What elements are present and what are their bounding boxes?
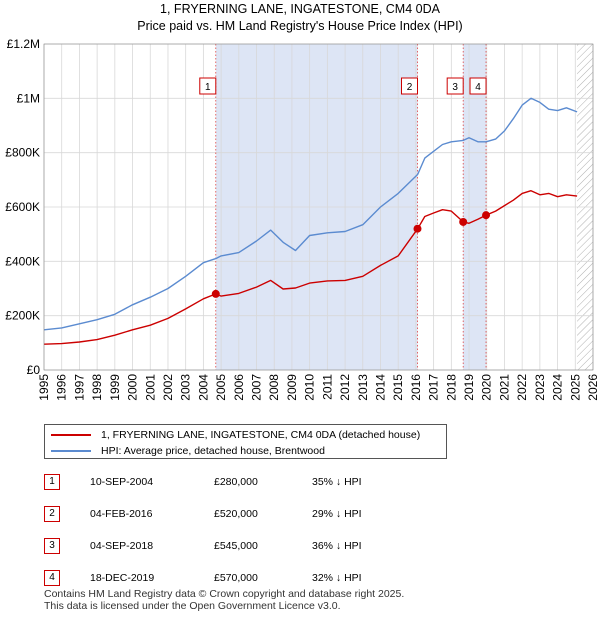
x-tick-label: 2025 (568, 374, 582, 401)
chart-title: 1, FRYERNING LANE, INGATESTONE, CM4 0DA (160, 2, 441, 16)
x-tick-label: 1996 (55, 374, 69, 401)
x-tick-label: 1999 (108, 374, 122, 401)
sale-number-badge: 4 (44, 570, 60, 586)
sale-marker-box (199, 77, 217, 95)
sale-marker-label: 2 (407, 82, 413, 93)
y-tick-label: £0 (27, 363, 41, 377)
sale-number-badge: 1 (44, 474, 60, 490)
table-row: 3 04-SEP-2018 £545,000 36% ↓ HPI (44, 538, 394, 556)
price-chart: 1, FRYERNING LANE, INGATESTONE, CM4 0DA … (5, 2, 600, 401)
sale-marker-box (469, 77, 487, 95)
sale-marker-label: 4 (475, 82, 481, 93)
sale-price: £280,000 (214, 476, 258, 488)
property-price-line (43, 189, 578, 345)
property-line-swatch (51, 434, 91, 436)
x-tick-label: 2012 (338, 374, 352, 401)
x-tick-label: 1995 (37, 374, 51, 401)
x-tick-label: 2013 (356, 374, 370, 401)
x-tick-label: 2019 (462, 374, 476, 401)
footer-attribution: Contains HM Land Registry data © Crown c… (44, 588, 404, 612)
y-tick-label: £400K (5, 254, 40, 268)
footer-line-2: This data is licensed under the Open Gov… (44, 600, 341, 612)
table-row: 1 10-SEP-2004 £280,000 35% ↓ HPI (44, 474, 394, 492)
sale-date: 04-FEB-2016 (90, 508, 153, 520)
x-tick-label: 2003 (179, 374, 193, 401)
sale-number-badge: 3 (44, 538, 60, 554)
x-tick-label: 2002 (161, 374, 175, 401)
hpi-line-swatch (51, 450, 91, 452)
sale-marker-label: 1 (205, 82, 211, 93)
y-tick-label: £800K (5, 146, 40, 160)
sale-hpi-diff: 36% ↓ HPI (312, 540, 362, 552)
x-tick-label: 2024 (551, 374, 565, 401)
sale-hpi-diff: 35% ↓ HPI (312, 476, 362, 488)
x-tick-label: 2017 (427, 374, 441, 401)
x-tick-label: 2020 (480, 374, 494, 401)
y-tick-label: £1M (17, 91, 40, 105)
table-row: 2 04-FEB-2016 £520,000 29% ↓ HPI (44, 506, 394, 524)
x-tick-label: 2016 (409, 374, 423, 401)
y-tick-label: £200K (5, 309, 40, 323)
x-tick-label: 1997 (72, 374, 86, 401)
sale-date: 18-DEC-2019 (90, 572, 155, 584)
x-tick-label: 2000 (126, 374, 140, 401)
x-tick-label: 2021 (497, 374, 511, 401)
x-tick-label: 2011 (320, 374, 334, 400)
legend-item-hpi: HPI: Average price, detached house, Bren… (51, 444, 325, 458)
x-tick-label: 2010 (303, 374, 317, 401)
x-tick-label: 2004 (196, 374, 210, 401)
footer-line-1: Contains HM Land Registry data © Crown c… (44, 588, 405, 600)
x-tick-label: 2001 (143, 374, 157, 401)
x-tick-label: 2018 (444, 374, 458, 401)
sale-marker-box (400, 77, 418, 95)
sale-marker-box (446, 77, 464, 95)
x-tick-label: 2023 (533, 374, 547, 401)
x-tick-label: 2022 (515, 374, 529, 401)
sale-hpi-diff: 29% ↓ HPI (312, 508, 362, 520)
x-tick-label: 2005 (214, 374, 228, 401)
legend: 1, FRYERNING LANE, INGATESTONE, CM4 0DA … (44, 424, 447, 459)
x-tick-label: 2014 (373, 374, 387, 401)
sale-price: £570,000 (214, 572, 258, 584)
table-row: 4 18-DEC-2019 £570,000 32% ↓ HPI (44, 570, 394, 588)
y-tick-label: £1.2M (7, 37, 40, 51)
sale-price: £545,000 (214, 540, 258, 552)
y-tick-label: £600K (5, 200, 40, 214)
sale-point (459, 217, 468, 226)
chart-subtitle: Price paid vs. HM Land Registry's House … (137, 19, 462, 33)
sale-date: 10-SEP-2004 (90, 476, 154, 488)
legend-item-property: 1, FRYERNING LANE, INGATESTONE, CM4 0DA … (51, 428, 420, 442)
x-tick-label: 2009 (285, 374, 299, 401)
sale-date: 04-SEP-2018 (90, 540, 154, 552)
x-tick-label: 2007 (250, 374, 264, 401)
sale-point (413, 224, 422, 233)
sale-number-badge: 2 (44, 506, 60, 522)
x-tick-label: 2006 (232, 374, 246, 401)
legend-hpi-label: HPI: Average price, detached house, Bren… (101, 445, 325, 457)
sale-point (211, 289, 220, 298)
x-tick-label: 2026 (586, 374, 600, 401)
sale-price: £520,000 (214, 508, 258, 520)
hpi-line (43, 97, 578, 331)
sale-point (482, 211, 491, 220)
legend-property-label: 1, FRYERNING LANE, INGATESTONE, CM4 0DA … (101, 429, 421, 441)
sale-marker-label: 3 (452, 82, 458, 93)
x-tick-label: 2008 (267, 374, 281, 401)
x-tick-label: 2015 (391, 374, 405, 401)
x-tick-label: 1998 (90, 374, 104, 401)
sale-hpi-diff: 32% ↓ HPI (312, 572, 362, 584)
